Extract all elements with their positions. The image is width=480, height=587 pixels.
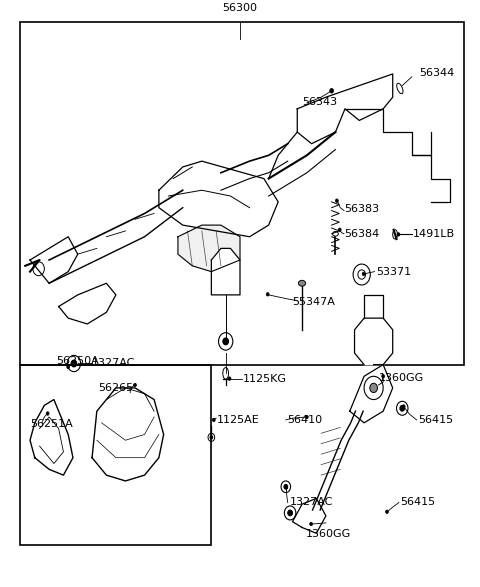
Text: 56344: 56344 <box>419 68 454 77</box>
Ellipse shape <box>299 281 306 286</box>
Circle shape <box>212 418 215 421</box>
Bar <box>21 22 464 365</box>
Text: 56415: 56415 <box>419 415 454 425</box>
Polygon shape <box>92 388 164 481</box>
Bar <box>21 365 211 545</box>
Circle shape <box>330 89 334 93</box>
Circle shape <box>336 199 338 203</box>
Circle shape <box>228 377 231 380</box>
Circle shape <box>67 365 70 369</box>
Circle shape <box>382 375 384 378</box>
Circle shape <box>402 405 405 409</box>
Text: 56383: 56383 <box>344 204 379 214</box>
Circle shape <box>46 411 49 415</box>
Text: 56384: 56384 <box>344 230 379 239</box>
Polygon shape <box>211 248 240 295</box>
Text: 56250A: 56250A <box>56 356 99 366</box>
Polygon shape <box>355 318 393 365</box>
Circle shape <box>71 360 77 367</box>
Text: 1360GG: 1360GG <box>378 373 424 383</box>
Text: 56415: 56415 <box>400 497 435 508</box>
Text: 56300: 56300 <box>223 4 257 14</box>
Circle shape <box>288 510 292 516</box>
Polygon shape <box>350 365 393 423</box>
Circle shape <box>223 338 228 345</box>
Text: 1491LB: 1491LB <box>413 230 455 239</box>
Circle shape <box>133 383 136 387</box>
Text: 55347A: 55347A <box>292 297 336 307</box>
Text: 56265: 56265 <box>98 383 133 393</box>
Circle shape <box>385 510 388 514</box>
Text: 1327AC: 1327AC <box>290 497 334 508</box>
Circle shape <box>305 415 308 419</box>
Text: 1327AC: 1327AC <box>92 359 135 369</box>
Polygon shape <box>30 237 78 284</box>
Text: 56251A: 56251A <box>30 419 73 429</box>
Polygon shape <box>178 225 240 272</box>
Circle shape <box>210 436 213 439</box>
Circle shape <box>400 406 405 411</box>
Text: 1125AE: 1125AE <box>217 415 260 425</box>
Polygon shape <box>30 400 73 475</box>
Polygon shape <box>59 284 116 324</box>
Polygon shape <box>159 161 278 237</box>
Circle shape <box>310 522 312 526</box>
Circle shape <box>285 485 288 489</box>
Text: 56410: 56410 <box>287 415 322 425</box>
Polygon shape <box>292 498 326 533</box>
Polygon shape <box>364 295 383 318</box>
Circle shape <box>370 383 377 393</box>
Circle shape <box>284 484 288 489</box>
Circle shape <box>338 228 341 231</box>
Circle shape <box>362 272 365 276</box>
Text: 1125KG: 1125KG <box>242 373 287 384</box>
Circle shape <box>266 292 269 296</box>
Polygon shape <box>297 74 393 144</box>
Text: 56343: 56343 <box>302 97 337 107</box>
Circle shape <box>397 232 400 236</box>
Text: 1360GG: 1360GG <box>306 529 351 539</box>
Text: 53371: 53371 <box>376 266 411 276</box>
